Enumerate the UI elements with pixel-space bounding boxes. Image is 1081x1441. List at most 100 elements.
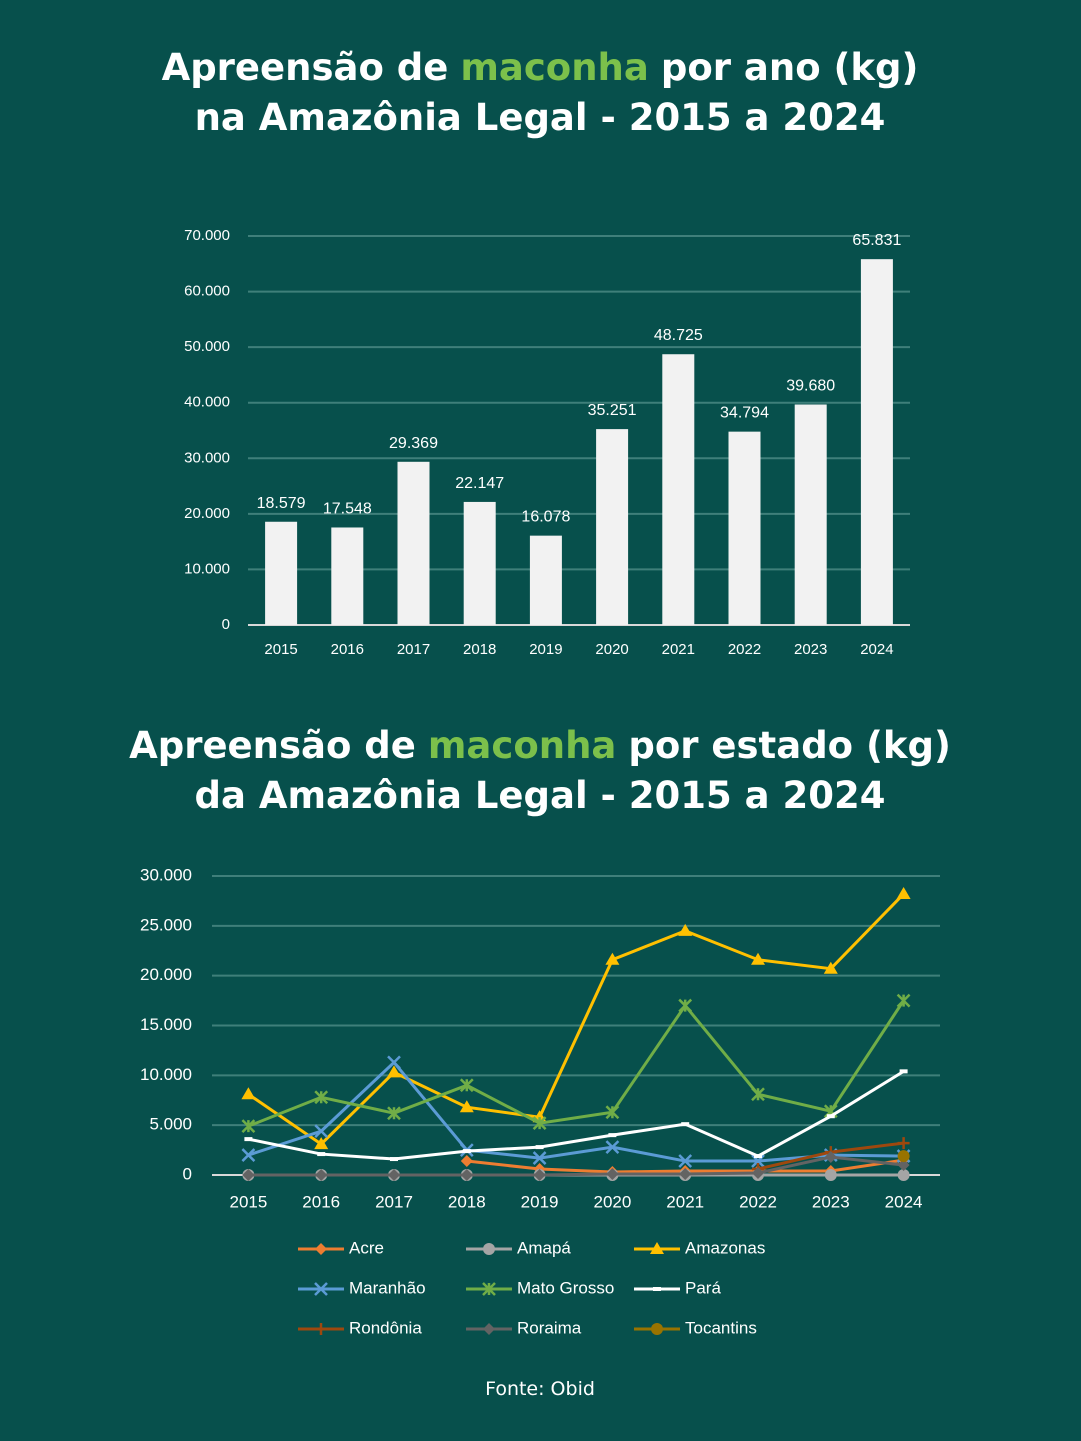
point-marker xyxy=(608,1133,617,1138)
bar xyxy=(728,431,761,625)
point-marker xyxy=(678,923,693,936)
legend-label: Amapá xyxy=(517,1238,571,1257)
point-marker xyxy=(681,1122,690,1127)
x-tick-label: 2024 xyxy=(860,641,893,658)
legend-marker xyxy=(315,1323,327,1335)
point-marker xyxy=(751,952,765,965)
point-marker xyxy=(824,1151,837,1164)
point-marker xyxy=(388,1169,400,1181)
title-part: Apreensão de xyxy=(129,724,416,767)
title-part: por estado (kg) xyxy=(628,724,951,767)
y-tick-label: 60.000 xyxy=(184,283,230,300)
bar xyxy=(596,429,629,625)
point-marker xyxy=(752,1167,764,1180)
data-label: 22.147 xyxy=(455,475,504,492)
x-tick-label: 2022 xyxy=(728,641,761,658)
source: Fonte: Obid xyxy=(485,1378,595,1400)
bar xyxy=(860,259,893,625)
point-marker xyxy=(532,1116,547,1131)
legend-label: Acre xyxy=(349,1238,384,1257)
legend-marker xyxy=(315,1243,327,1255)
point-marker xyxy=(899,1069,908,1074)
point-marker xyxy=(751,1087,765,1102)
point-marker xyxy=(314,1124,329,1139)
point-marker xyxy=(314,1090,329,1105)
data-label: 39.680 xyxy=(786,377,835,394)
x-tick-label: 2021 xyxy=(662,641,695,658)
y-tick-label: 5.000 xyxy=(149,1115,192,1134)
point-marker xyxy=(605,1105,620,1120)
y-tick-label: 20.000 xyxy=(184,505,230,522)
data-label: 48.725 xyxy=(654,327,703,344)
x-tick-label: 2015 xyxy=(264,641,297,658)
bar xyxy=(529,535,562,625)
data-label: 35.251 xyxy=(588,402,637,419)
point-marker xyxy=(896,886,911,899)
series-line xyxy=(248,1070,905,1161)
legend-marker xyxy=(483,1323,495,1335)
chart-title: na Amazônia Legal - 2015 a 2024 xyxy=(195,96,886,139)
point-marker xyxy=(533,1169,546,1181)
point-marker xyxy=(459,1078,474,1093)
point-marker xyxy=(387,1065,401,1078)
legend-label: Rondônia xyxy=(349,1318,422,1337)
legend-label: Roraima xyxy=(517,1318,582,1337)
series-line xyxy=(247,892,905,1147)
title-part: na Amazônia Legal - 2015 a 2024 xyxy=(195,96,886,139)
y-tick-label: 20.000 xyxy=(140,965,192,984)
legend-marker xyxy=(314,1282,328,1296)
point-marker xyxy=(606,1168,619,1181)
point-marker xyxy=(678,998,693,1013)
x-tick-label: 2016 xyxy=(331,641,364,658)
point-marker xyxy=(460,1169,473,1181)
bar xyxy=(463,501,496,625)
legend-label: Pará xyxy=(685,1278,721,1297)
point-marker xyxy=(460,1155,473,1168)
y-tick-label: 15.000 xyxy=(140,1015,192,1034)
title-part: por ano (kg) xyxy=(661,46,919,89)
point-marker xyxy=(317,1152,326,1157)
x-tick-label: 2019 xyxy=(521,1192,559,1211)
point-marker xyxy=(241,1119,256,1134)
point-marker xyxy=(459,1100,474,1113)
y-tick-label: 30.000 xyxy=(184,449,230,466)
x-tick-label: 2024 xyxy=(885,1192,923,1211)
point-marker xyxy=(824,1169,837,1181)
x-tick-label: 2023 xyxy=(794,641,827,658)
data-label: 65.831 xyxy=(852,232,901,249)
bar xyxy=(331,527,364,625)
x-tick-label: 2016 xyxy=(302,1192,340,1211)
data-label: 34.794 xyxy=(720,405,769,422)
point-marker xyxy=(532,1151,547,1165)
x-tick-label: 2015 xyxy=(229,1192,267,1211)
x-tick-label: 2018 xyxy=(463,641,496,658)
x-tick-label: 2022 xyxy=(739,1192,777,1211)
title-part: maconha xyxy=(460,46,649,89)
point-marker xyxy=(897,1159,910,1172)
title-part: maconha xyxy=(428,724,617,767)
x-tick-label: 2018 xyxy=(448,1192,486,1211)
legend-label: Maranhão xyxy=(349,1278,426,1297)
x-tick-label: 2020 xyxy=(593,1192,631,1211)
legend-marker xyxy=(650,1242,664,1254)
y-tick-label: 10.000 xyxy=(184,560,230,577)
data-label: 17.548 xyxy=(323,500,372,517)
point-marker xyxy=(897,1137,910,1150)
series-line xyxy=(247,1060,904,1163)
x-tick-label: 2019 xyxy=(529,641,562,658)
legend-label: Amazonas xyxy=(685,1238,765,1257)
title-part: Apreensão de xyxy=(162,46,449,89)
legend-marker xyxy=(653,1287,661,1291)
legend-marker xyxy=(651,1323,663,1335)
title-part: da Amazônia Legal - 2015 a 2024 xyxy=(195,774,886,817)
x-tick-label: 2023 xyxy=(812,1192,850,1211)
point-marker xyxy=(896,993,911,1008)
bar xyxy=(794,404,827,625)
bar xyxy=(265,521,298,625)
x-tick-label: 2020 xyxy=(595,641,628,658)
y-tick-label: 70.000 xyxy=(184,227,230,244)
point-marker xyxy=(387,1106,401,1121)
x-tick-label: 2021 xyxy=(666,1192,704,1211)
point-marker xyxy=(390,1157,398,1162)
